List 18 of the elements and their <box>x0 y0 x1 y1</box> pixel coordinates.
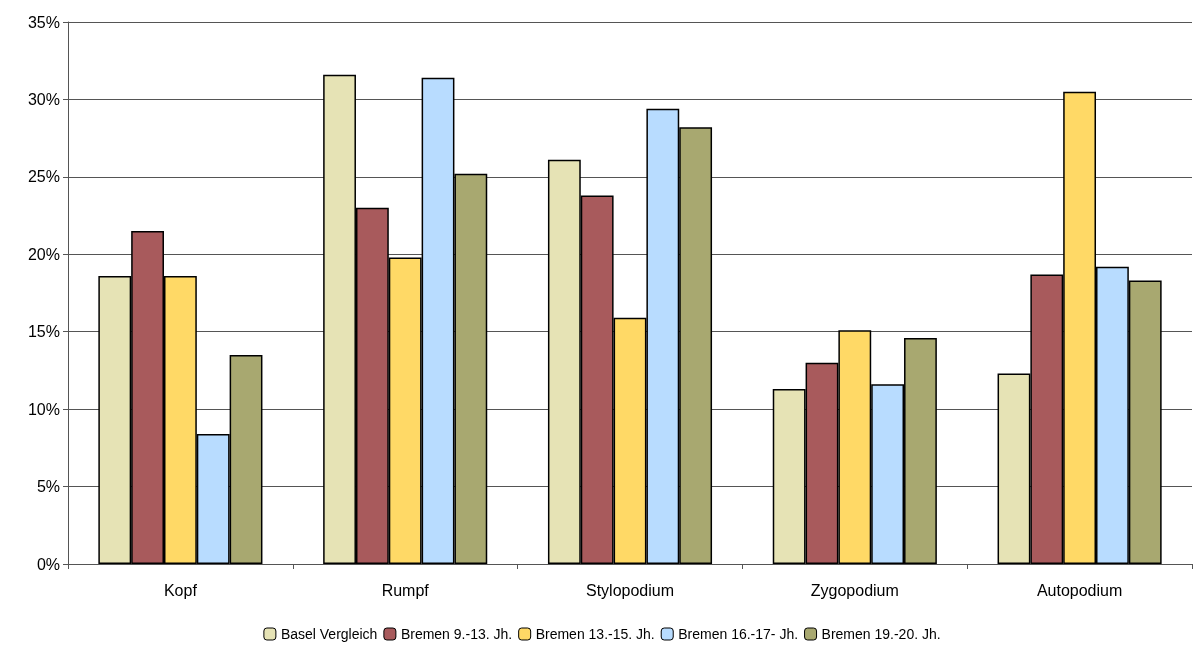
y-tick-label: 5% <box>36 478 60 496</box>
y-tick-label: 0% <box>36 555 60 573</box>
y-tick-label: 30% <box>27 90 60 108</box>
x-tick-label: Zygopodium <box>810 581 899 599</box>
x-tick-label: Stylopodium <box>585 581 675 599</box>
legend-label: Bremen 9.-13. Jh. <box>400 626 513 642</box>
x-tick-label: Rumpf <box>381 581 430 599</box>
legend-label: Bremen 16.-17- Jh. <box>678 626 799 642</box>
legend-label: Basel Vergleich <box>280 626 378 642</box>
x-tick-label: Kopf <box>163 581 198 599</box>
y-tick-label: 20% <box>27 245 60 263</box>
x-tick-label: Autopodium <box>1036 581 1123 599</box>
legend-label: Bremen 19.-20. Jh. <box>821 626 941 642</box>
y-tick-label: 10% <box>27 400 60 418</box>
y-tick-label: 35% <box>27 13 60 31</box>
y-tick-label: 25% <box>27 168 60 186</box>
y-tick-label: 15% <box>27 323 60 341</box>
legend-label: Bremen 13.-15. Jh. <box>535 626 655 642</box>
